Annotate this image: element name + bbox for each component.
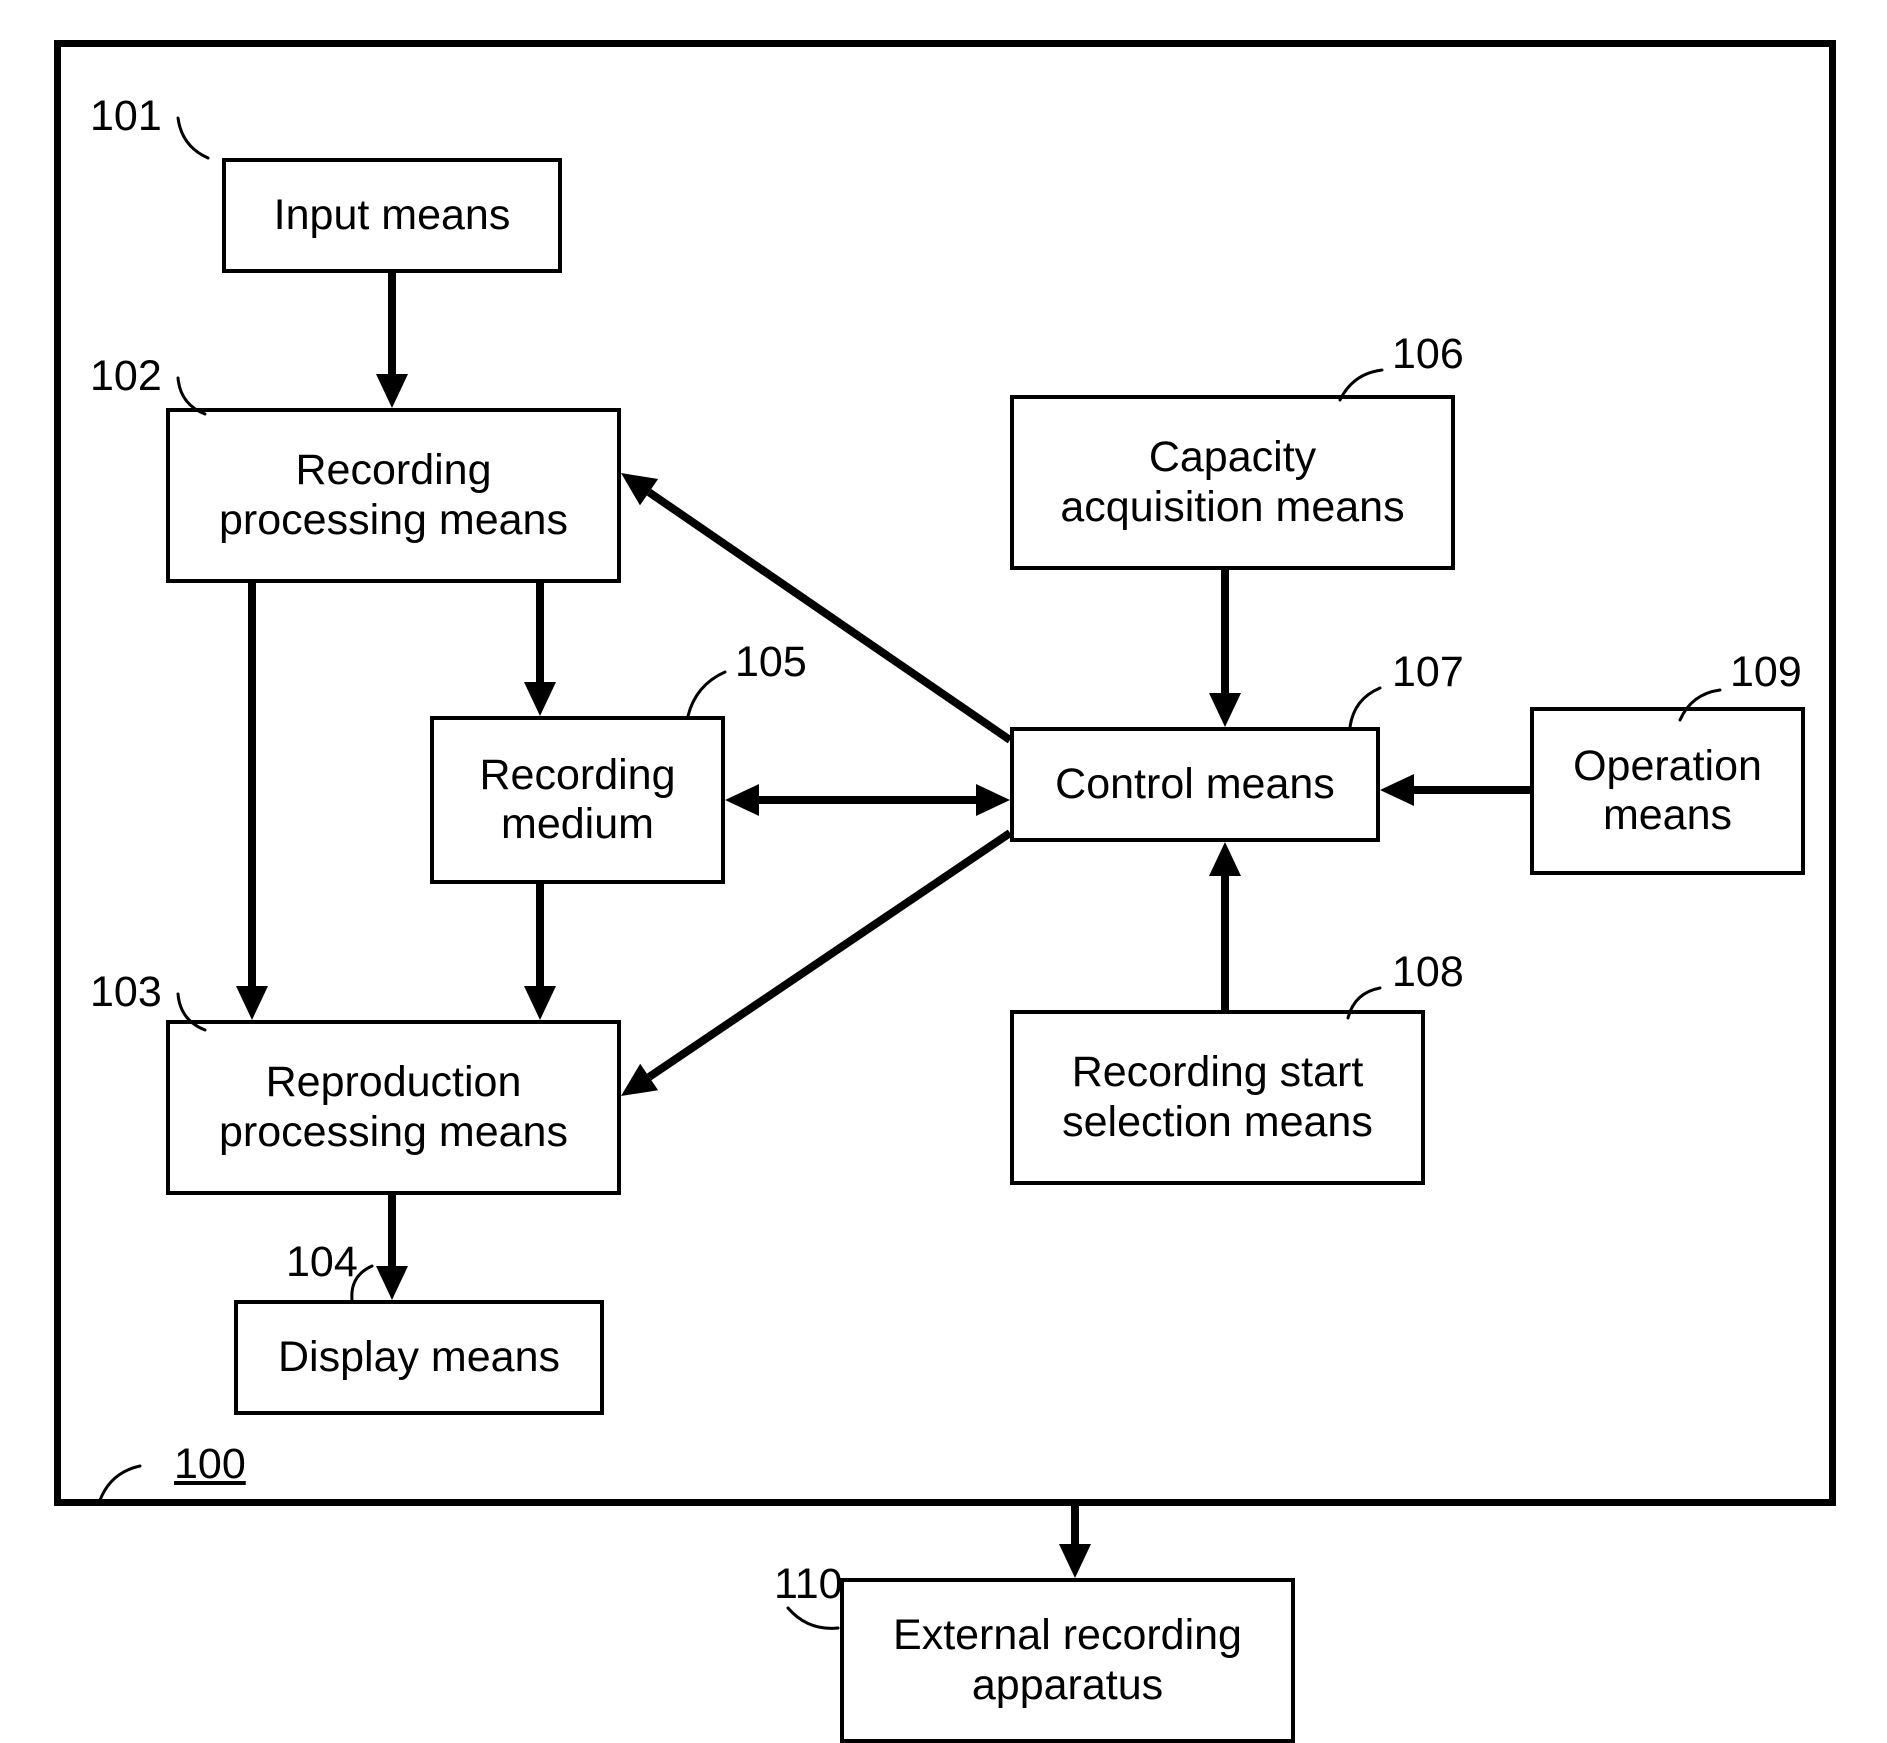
- ref-109: 109: [1730, 648, 1802, 697]
- node-recording-medium: Recordingmedium: [430, 716, 725, 884]
- node-recording-start-selection-means: Recording startselection means: [1010, 1010, 1425, 1185]
- node-label: Recording startselection means: [1062, 1048, 1373, 1147]
- node-external-recording-apparatus: External recordingapparatus: [840, 1578, 1295, 1743]
- ref-102: 102: [90, 352, 162, 401]
- ref-108: 108: [1392, 948, 1464, 997]
- node-recording-processing-means: Recordingprocessing means: [166, 408, 621, 583]
- node-label: Input means: [274, 191, 511, 240]
- diagram-stage: Input means Recordingprocessing means Re…: [0, 0, 1887, 1743]
- node-label: Control means: [1055, 760, 1335, 809]
- node-reproduction-processing-means: Reproductionprocessing means: [166, 1020, 621, 1195]
- node-display-means: Display means: [234, 1300, 604, 1415]
- node-label: External recordingapparatus: [893, 1611, 1242, 1710]
- node-input-means: Input means: [222, 158, 562, 273]
- node-label: Capacityacquisition means: [1060, 433, 1404, 532]
- node-label: Recordingmedium: [480, 751, 676, 850]
- node-label: Recordingprocessing means: [219, 446, 568, 545]
- node-label: Operationmeans: [1573, 742, 1762, 841]
- ref-106: 106: [1392, 330, 1464, 379]
- node-label: Reproductionprocessing means: [219, 1058, 568, 1157]
- ref-107: 107: [1392, 648, 1464, 697]
- ref-100: 100: [174, 1440, 246, 1489]
- ref-105: 105: [735, 638, 807, 687]
- node-label: Display means: [278, 1333, 560, 1382]
- node-capacity-acquisition-means: Capacityacquisition means: [1010, 395, 1455, 570]
- node-operation-means: Operationmeans: [1530, 707, 1805, 875]
- ref-101: 101: [90, 92, 162, 141]
- ref-110: 110: [774, 1560, 843, 1609]
- ref-104: 104: [286, 1238, 358, 1287]
- ref-103: 103: [90, 968, 162, 1017]
- node-control-means: Control means: [1010, 727, 1380, 842]
